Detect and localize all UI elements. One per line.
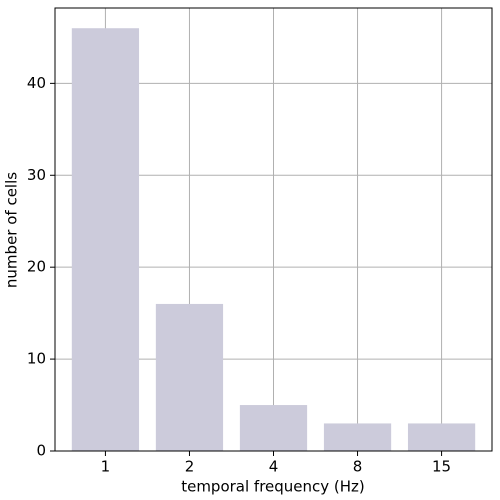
bar bbox=[323, 423, 392, 451]
x-tick-label: 1 bbox=[101, 458, 111, 476]
x-tick-label: 8 bbox=[353, 458, 363, 476]
y-tick-label: 30 bbox=[27, 166, 46, 184]
x-tick-label: 15 bbox=[432, 458, 451, 476]
x-tick-label: 4 bbox=[269, 458, 279, 476]
y-tick-label: 10 bbox=[27, 350, 46, 368]
plot-frame bbox=[54, 7, 493, 452]
bar bbox=[407, 423, 476, 451]
x-tick-label: 2 bbox=[185, 458, 195, 476]
bar bbox=[239, 405, 308, 451]
y-tick-label: 0 bbox=[36, 442, 46, 460]
y-tick-label: 40 bbox=[27, 74, 46, 92]
x-axis-label: temporal frequency (Hz) bbox=[181, 478, 365, 496]
bar bbox=[71, 28, 140, 452]
y-tick-label: 20 bbox=[27, 258, 46, 276]
bar bbox=[155, 303, 224, 451]
y-axis-label: number of cells bbox=[3, 172, 21, 288]
